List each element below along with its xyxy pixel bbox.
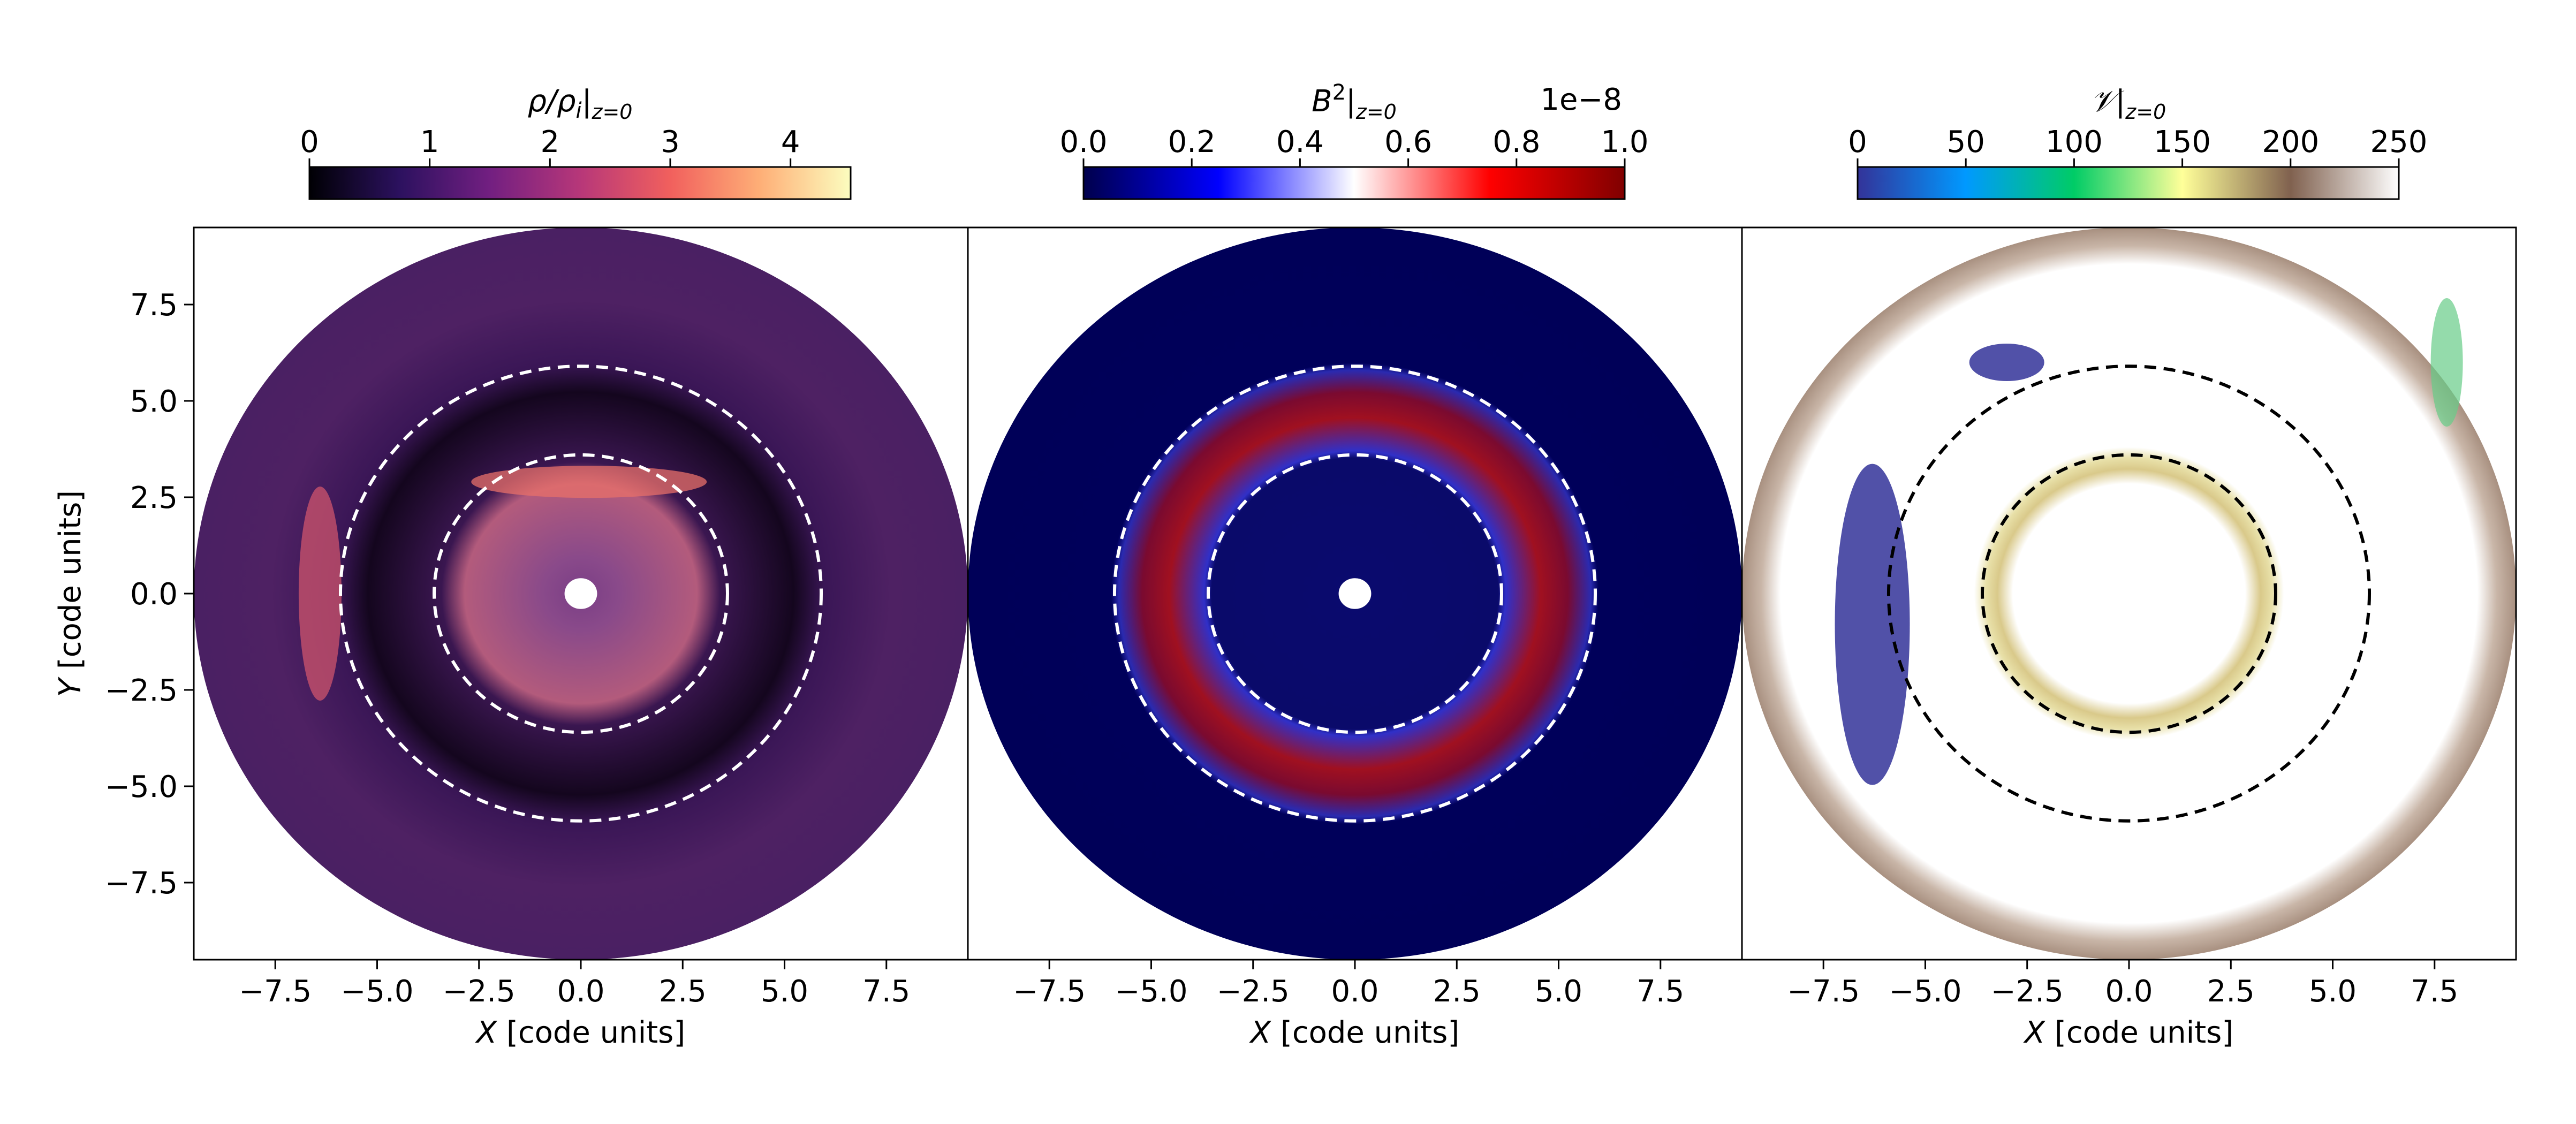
x-tick-label: 7.5 (2411, 974, 2458, 1009)
x-tick-label: 0.0 (1331, 974, 1378, 1009)
y-tick-label: 2.5 (130, 481, 178, 515)
x-tick-label: 2.5 (2207, 974, 2255, 1009)
x-tick-label: −2.5 (1991, 974, 2064, 1009)
density-arc (298, 487, 342, 701)
x-tick-label: −5.0 (340, 974, 413, 1009)
colorbar-tick-label: 0.0 (1059, 125, 1107, 160)
annotation-circle (433, 453, 729, 734)
stability-arc (2430, 298, 2463, 427)
colorbar-tick-label: 50 (1947, 125, 1985, 160)
y-tick-label: −2.5 (105, 673, 178, 708)
annotation-circle (1112, 364, 1597, 823)
colorbar-tick-label: 150 (2154, 125, 2211, 160)
colorbar-tick-label: 3 (661, 125, 680, 160)
colorbar-tick-label: 1 (420, 125, 440, 160)
inner-hole (564, 578, 597, 609)
y-tick-label: −5.0 (105, 770, 178, 804)
colorbar-label: 𝒱|z=0 (2090, 84, 2166, 124)
colorbar-label: B2|z=0 (1312, 80, 1397, 124)
colorbar-label: ρ/ρi|z=0 (528, 84, 633, 124)
colorbar (1857, 166, 2400, 200)
x-tick-label: 0.0 (2105, 974, 2153, 1009)
x-tick-label: −7.5 (1013, 974, 1086, 1009)
colorbar-tick-label: 2 (541, 125, 560, 160)
colorbar-tick-label: 250 (2370, 125, 2428, 160)
x-tick-label: 5.0 (2309, 974, 2357, 1009)
x-tick-label: 5.0 (1535, 974, 1582, 1009)
colorbar-tick-label: 4 (781, 125, 800, 160)
x-tick-label: 7.5 (1636, 974, 1684, 1009)
x-tick-label: 0.0 (557, 974, 604, 1009)
annotation-circle (1981, 453, 2277, 734)
colorbar-tick-label: 0.6 (1384, 125, 1432, 160)
x-axis-label: X [code units] (2023, 1015, 2233, 1050)
y-axis-label: Y [code units] (53, 490, 88, 697)
panel-stability: −7.5 −5.0 −2.5 0.0 2.5 5.0 7.5 X [code units] 0 5… (1741, 84, 2517, 1050)
y-tick-label: −7.5 (105, 866, 178, 901)
x-tick-label: −7.5 (239, 974, 312, 1009)
annotation-circle (338, 364, 823, 823)
annotation-circle (1886, 364, 2372, 823)
y-tick-label: 5.0 (130, 384, 178, 419)
x-tick-label: −5.0 (1889, 974, 1961, 1009)
colorbar-tick-label: 200 (2262, 125, 2319, 160)
colorbar-tick-label: 100 (2045, 125, 2103, 160)
stability-patch (1969, 344, 2044, 381)
disk-field (1742, 227, 2516, 960)
y-tick-label: 0.0 (130, 577, 178, 612)
panel-magnetic-energy: −7.5 −5.0 −2.5 0.0 2.5 5.0 7.5 X [code units] 0.… (967, 80, 1743, 1050)
colorbar-offset: 1e−8 (1540, 82, 1622, 117)
x-tick-label: −5.0 (1115, 974, 1187, 1009)
colorbar (308, 166, 852, 200)
x-tick-label: −7.5 (1787, 974, 1860, 1009)
x-axis-label: X [code units] (475, 1015, 685, 1050)
colorbar-tick-label: 0.8 (1492, 125, 1540, 160)
x-axis-label: X [code units] (1249, 1015, 1459, 1050)
annotation-circle (1207, 453, 1503, 734)
colorbar-tick-label: 0.2 (1168, 125, 1216, 160)
x-tick-label: −2.5 (1217, 974, 1290, 1009)
y-tick-label: 7.5 (130, 288, 178, 323)
colorbar-tick-label: 0.4 (1276, 125, 1324, 160)
colorbar-tick-label: 0 (300, 125, 319, 160)
colorbar-tick-label: 0 (1848, 125, 1867, 160)
x-tick-label: 2.5 (1433, 974, 1481, 1009)
inner-hole (1338, 578, 1372, 609)
x-tick-label: −2.5 (443, 974, 516, 1009)
x-tick-label: 7.5 (862, 974, 910, 1009)
colorbar-tick-label: 1.0 (1601, 125, 1648, 160)
colorbar (1082, 166, 1626, 200)
stability-patch (1835, 464, 1910, 785)
x-tick-label: 5.0 (761, 974, 808, 1009)
density-arc (471, 466, 707, 498)
panel-density: −7.5 −5.0 −2.5 0.0 2.5 5.0 7.5 X [code units] 7.… (53, 84, 969, 1050)
x-tick-label: 2.5 (659, 974, 707, 1009)
